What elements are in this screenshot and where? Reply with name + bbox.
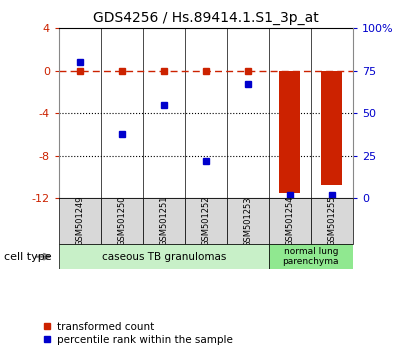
- Text: GSM501251: GSM501251: [159, 196, 168, 246]
- Text: cell type: cell type: [4, 252, 52, 262]
- Bar: [59, 198, 101, 244]
- Text: caseous TB granulomas: caseous TB granulomas: [102, 252, 226, 262]
- Text: normal lung
parenchyma: normal lung parenchyma: [283, 247, 339, 266]
- Text: GSM501252: GSM501252: [201, 196, 210, 246]
- Bar: [101, 198, 143, 244]
- Text: GSM501255: GSM501255: [327, 196, 336, 246]
- Text: GSM501250: GSM501250: [117, 196, 126, 246]
- Legend: transformed count, percentile rank within the sample: transformed count, percentile rank withi…: [39, 317, 236, 349]
- Bar: [269, 198, 311, 244]
- Bar: [143, 198, 185, 244]
- Bar: [185, 198, 227, 244]
- Title: GDS4256 / Hs.89414.1.S1_3p_at: GDS4256 / Hs.89414.1.S1_3p_at: [93, 11, 319, 24]
- Text: GSM501249: GSM501249: [75, 196, 84, 246]
- Bar: [279, 71, 300, 193]
- Bar: [311, 198, 353, 244]
- Bar: [59, 244, 269, 269]
- Bar: [321, 71, 342, 185]
- Text: GSM501253: GSM501253: [243, 196, 252, 247]
- Bar: [227, 198, 269, 244]
- Text: GSM501254: GSM501254: [285, 196, 294, 246]
- Bar: [269, 244, 353, 269]
